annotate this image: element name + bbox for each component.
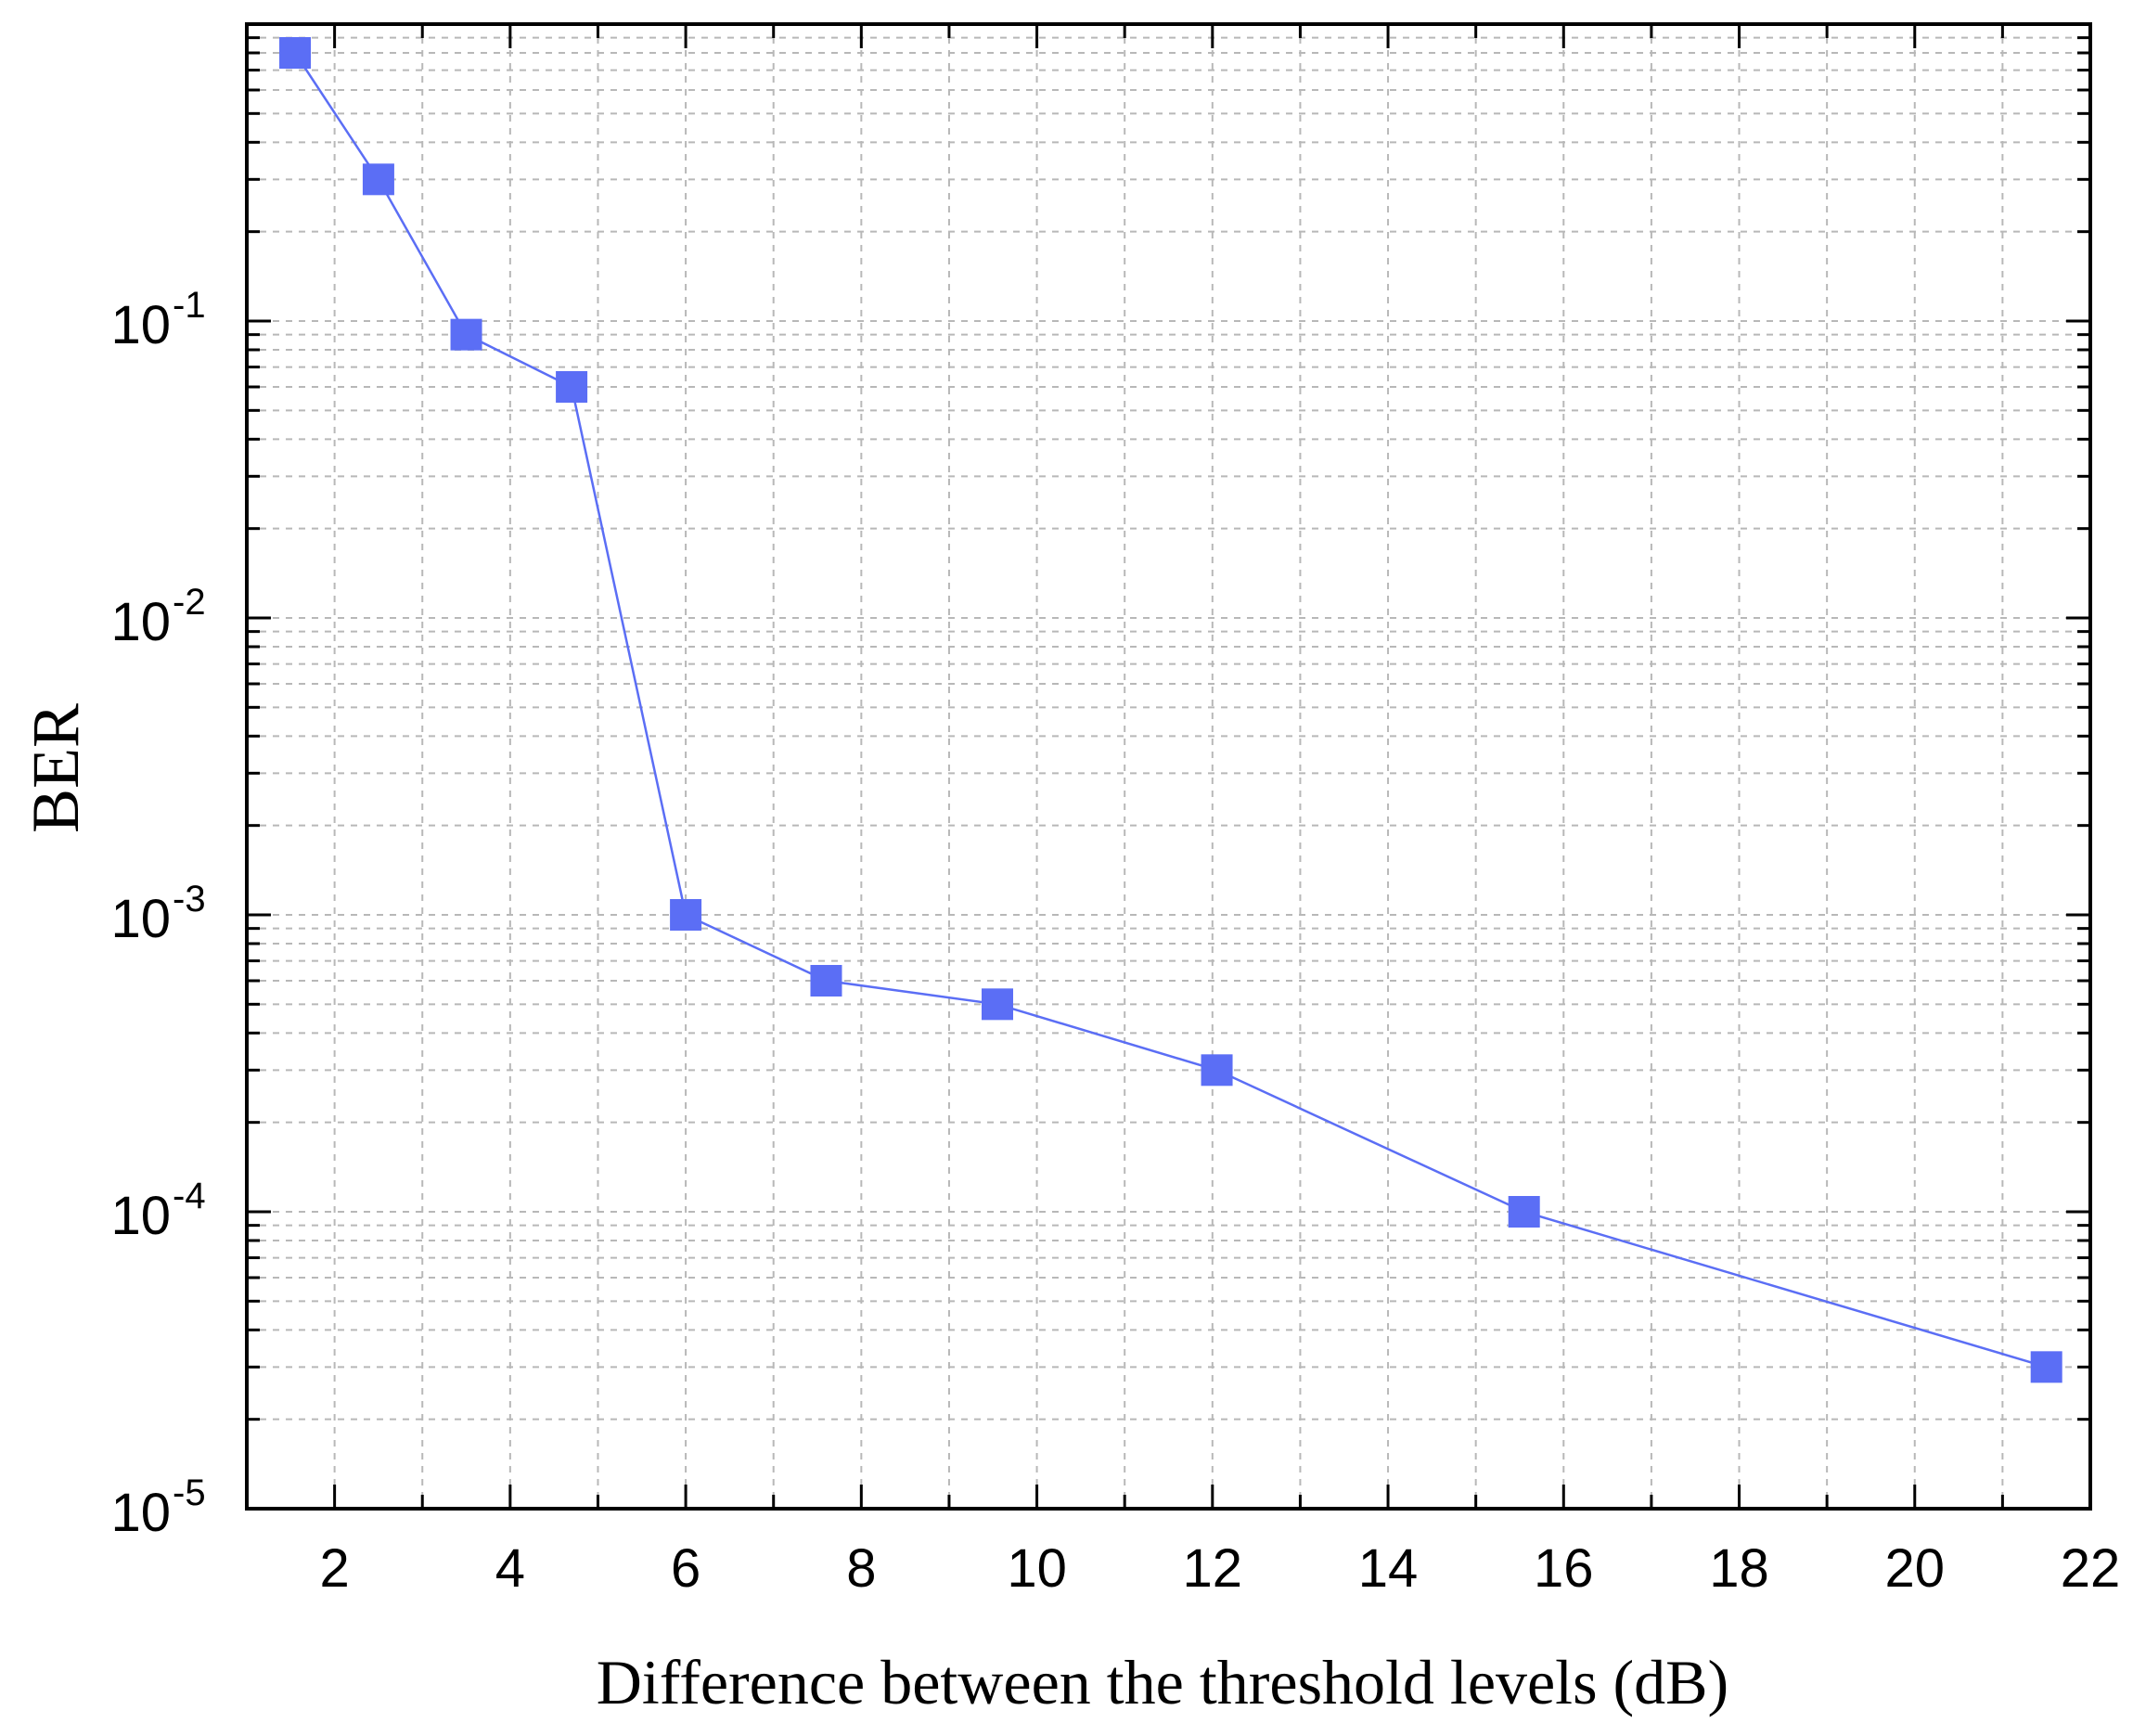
y-tick-label: 10 — [110, 1483, 171, 1543]
y-tick-label-exponent: -1 — [173, 285, 206, 326]
series-line — [293, 52, 2048, 1369]
x-axis-title: Difference between the threshold levels … — [597, 1647, 1728, 1717]
y-axis-title: BER — [19, 703, 93, 833]
y-tick-label: 10 — [110, 1186, 171, 1246]
data-point-marker — [981, 988, 1013, 1021]
data-point-marker — [2030, 1351, 2062, 1383]
x-tick-label: 18 — [1709, 1538, 1769, 1599]
data-point-marker — [670, 899, 702, 931]
x-tick-label: 22 — [2061, 1538, 2121, 1599]
y-tick-labels: 10-110-210-310-410-5 — [110, 285, 205, 1543]
x-tick-labels: 2 4 6 8 10 12 14 16 18 20 22 — [319, 1538, 2120, 1599]
data-point-marker — [556, 370, 588, 403]
y-tick-label: 10 — [110, 592, 171, 652]
x-tick-label: 2 — [319, 1538, 349, 1599]
x-tick-label: 14 — [1358, 1538, 1419, 1599]
plot-frame — [245, 22, 2092, 1511]
x-tick-label: 12 — [1183, 1538, 1243, 1599]
y-tick-label: 10 — [110, 295, 171, 355]
series-line-layer — [293, 52, 2048, 1369]
y-tick-label-exponent: -5 — [173, 1472, 206, 1513]
x-tick-label: 6 — [671, 1538, 700, 1599]
tick-marks — [245, 24, 2092, 1511]
data-markers — [279, 37, 2062, 1383]
data-point-marker — [279, 37, 312, 70]
x-tick-label: 16 — [1534, 1538, 1594, 1599]
data-point-marker — [1508, 1196, 1540, 1228]
y-tick-label-exponent: -4 — [173, 1176, 206, 1216]
data-point-marker — [810, 964, 842, 997]
x-tick-label: 20 — [1885, 1538, 1946, 1599]
y-tick-label-exponent: -2 — [173, 582, 206, 623]
data-point-marker — [450, 318, 482, 351]
data-point-marker — [1201, 1054, 1233, 1087]
data-point-marker — [362, 163, 394, 196]
y-tick-label: 10 — [110, 889, 171, 949]
grid-layer — [247, 24, 2090, 1509]
x-tick-label: 4 — [495, 1538, 525, 1599]
x-tick-label: 10 — [1007, 1538, 1067, 1599]
y-tick-label-exponent: -3 — [173, 879, 206, 919]
x-tick-label: 8 — [846, 1538, 876, 1599]
